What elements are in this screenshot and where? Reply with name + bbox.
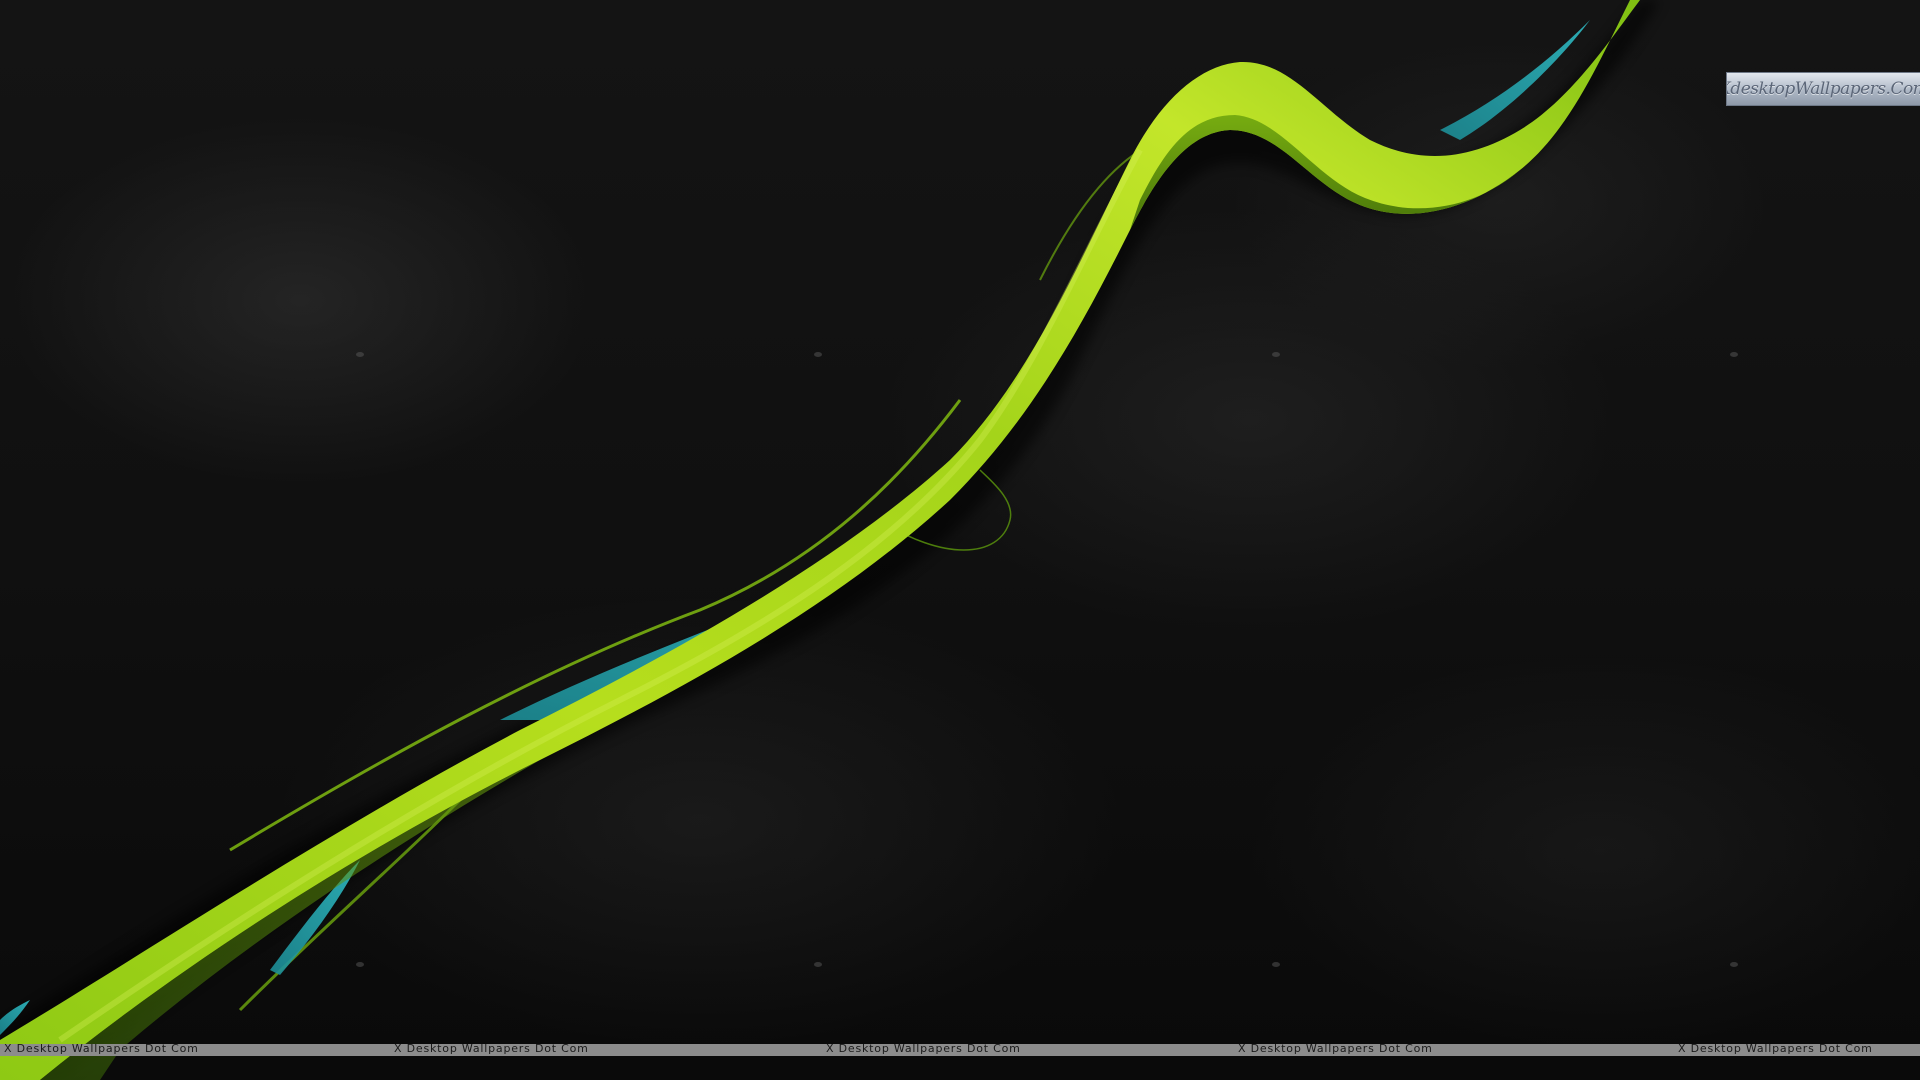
texture-dot: [814, 352, 822, 357]
texture-dot: [1730, 352, 1738, 357]
footer-watermark-text: X Desktop Wallpapers Dot Com: [1678, 1044, 1873, 1055]
footer-watermark-text: X Desktop Wallpapers Dot Com: [4, 1044, 199, 1055]
site-logo-badge[interactable]: XdesktopWallpapers.Com: [1726, 72, 1920, 106]
texture-dot: [1272, 352, 1280, 357]
texture-dot: [814, 962, 822, 967]
texture-dot: [1730, 962, 1738, 967]
texture-dot: [356, 352, 364, 357]
footer-watermark-text: X Desktop Wallpapers Dot Com: [826, 1044, 1021, 1055]
footer-watermark-text: X Desktop Wallpapers Dot Com: [1238, 1044, 1433, 1055]
footer-watermark-strip: X Desktop Wallpapers Dot Com X Desktop W…: [0, 1044, 1920, 1056]
texture-dot: [356, 962, 364, 967]
footer-watermark-text: X Desktop Wallpapers Dot Com: [394, 1044, 589, 1055]
texture-dot: [1272, 962, 1280, 967]
